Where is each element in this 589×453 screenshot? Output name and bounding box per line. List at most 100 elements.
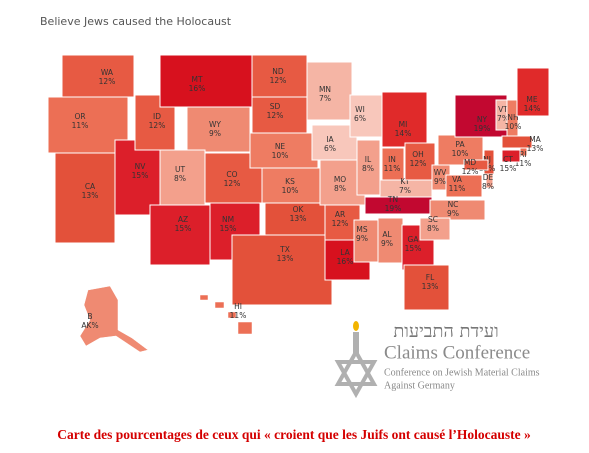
state-shape [227,311,237,319]
state-value-label: 11% [72,121,89,130]
state-shape [404,142,436,181]
state-abbr: VA [452,175,463,184]
state-value-label: 8% [334,184,346,193]
state-abbr: DE [483,173,494,182]
state-shape [381,91,428,148]
state-value-label: 15% [175,224,192,233]
state-shape [463,159,489,171]
state-abbr: PA [455,140,465,149]
state-value-label: 14% [524,104,541,113]
caption: Carte des pourcentages de ceux qui « cro… [57,427,531,442]
state-shape [114,139,164,216]
logo-flame [353,321,359,331]
state-value-label: 10% [452,149,469,158]
states: WA12%OR11%CA13%NV15%ID12%MT16%WY9%UT8%AZ… [47,54,550,353]
state-shape [419,217,451,241]
state-shape [445,174,483,198]
state-value-label: 13% [422,282,439,291]
state-abbr: OH [412,150,424,159]
state-abbr: SD [270,102,281,111]
state-abbr: CO [226,170,237,179]
state-value-label: 9% [381,239,393,248]
state-value-label: 11% [230,311,247,320]
state-abbr: MA [529,135,541,144]
state-value-label: 13% [290,214,307,223]
state-abbr: MT [191,75,202,84]
state-abbr: AR [335,210,345,219]
logo-name: Claims Conference [384,342,530,363]
state-abbr: NV [135,162,147,171]
state-shape [54,152,116,244]
state-shape [237,321,253,335]
state-abbr: WI [355,105,365,114]
state-value-label: 12% [267,111,284,120]
logo-candle [353,332,359,354]
state-shape [306,61,353,121]
state-value-label: 9% [434,177,446,186]
state-abbr: MI [399,120,408,129]
state-abbr: ID [153,112,161,121]
state-shape [353,219,379,263]
state-shape [79,285,149,353]
state-value-label: 8% [362,164,374,173]
state-abbr: B [87,312,92,321]
state-value-label: 16% [189,84,206,93]
state-value-label: 19% [474,124,491,133]
state-abbr: TX [279,245,290,254]
state-value-label: 7% [319,94,331,103]
state-abbr: LA [340,248,350,257]
state-abbr: MS [356,225,367,234]
state-abbr: NM [222,215,234,224]
state-shape [149,204,211,266]
state-value-label: 13% [82,191,99,200]
state-shape [199,294,209,301]
state-shape [501,149,521,163]
state-abbr: HI [234,302,242,311]
state-abbr: NY [477,115,488,124]
state-abbr: FL [426,273,435,282]
state-abbr: NE [275,142,286,151]
state-shape [61,54,135,98]
state-shape [231,234,333,306]
state-value-label: 11% [449,184,466,193]
state-value-label: 13% [527,144,544,153]
state-abbr: ME [526,95,537,104]
logo: ועידת התביעות Claims Conference Conferen… [334,321,540,399]
state-value-label: 9% [447,209,459,218]
state-shape [356,139,381,196]
state-shape [159,54,253,108]
state-value-label: 8% [482,182,494,191]
state-value-label: 12% [270,76,287,85]
state-abbr: OR [74,112,85,121]
state-value-label: 13% [277,254,294,263]
state-value-label: 9% [209,129,221,138]
logo-hebrew: ועידת התביעות [393,321,498,342]
state-value-label: 10% [272,151,289,160]
state-abbr: SC [428,215,438,224]
state-value-label: 6% [354,114,366,123]
logo-star [334,360,378,399]
state-abbr: RI [519,150,526,159]
state-value-label: 19% [385,204,402,213]
state-shape [214,301,225,309]
state-value-label: 15% [405,244,422,253]
state-value-label: 15% [220,224,237,233]
state-shape [485,173,494,189]
state-abbr: GA [408,235,420,244]
state-abbr: NC [448,200,459,209]
state-abbr: KY [400,177,410,186]
state-shape [501,135,533,149]
state-value-label: 9% [356,234,368,243]
state-abbr: MN [319,85,331,94]
state-abbr: OK [293,205,305,214]
state-abbr: IN [388,155,396,164]
state-value-label: 15% [132,171,149,180]
state-abbr: WY [209,120,221,129]
logo-subtitle: Conference on Jewish Material Claims [384,367,540,378]
state-value-label: 12% [224,179,241,188]
state-shape [261,167,323,204]
state-value-label: 14% [395,129,412,138]
state-value-label: 7% [399,186,411,195]
